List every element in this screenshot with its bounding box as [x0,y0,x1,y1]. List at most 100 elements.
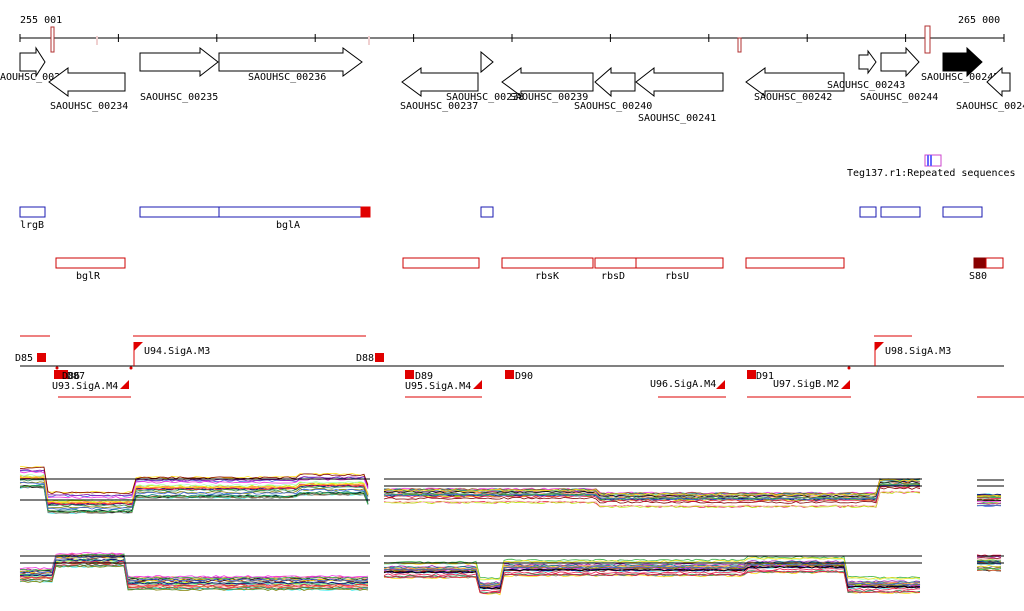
promoter-label[interactable]: D85 [15,353,33,364]
gene-label[interactable]: SAOUHSC_00243 [827,80,905,91]
repeat-feature[interactable]: Teg137.r1:Repeated sequences [847,154,1016,179]
gene-arrow[interactable] [19,46,46,78]
expression-line [976,560,1002,563]
promoter-marker[interactable] [375,353,384,362]
gene-label[interactable]: SAOUHSC_00239 [510,92,588,103]
feature-box[interactable] [880,206,921,218]
gene-label[interactable]: SAOUHSC_00234 [50,101,128,112]
gene-label[interactable]: SAOUHSC_00241 [638,113,716,124]
expression-line [976,502,1002,505]
feature-box[interactable] [859,206,877,218]
promoter-label[interactable]: U93.SigA.M4 [52,381,118,392]
feature-label[interactable]: lrgB [20,220,44,231]
expression-line [976,557,1002,561]
expression-line [976,496,1002,500]
gene-label[interactable]: SAOUHSC_00244 [860,92,938,103]
expression-line [19,481,369,510]
expression-line [19,560,369,587]
junction-dot [55,366,59,370]
promoter-marker[interactable] [37,353,46,362]
gene-label[interactable]: SAOUHSC_00235 [140,92,218,103]
feature-box[interactable] [19,206,46,218]
gene-label[interactable]: SAOUHSC_0024 [956,101,1024,112]
expression-line [383,480,921,498]
expression-line [19,552,369,578]
feature-label[interactable]: rbsD [601,271,625,282]
gene-arrow[interactable] [986,66,1011,98]
gene-arrow[interactable] [594,66,636,98]
promoter-label[interactable]: U98.SigA.M3 [885,346,951,357]
promoter-marker[interactable] [405,370,414,379]
gene-label[interactable]: SAOUHSC_00237 [400,101,478,112]
expression-line [19,477,369,506]
feature-label[interactable]: rbsU [665,271,689,282]
promoter-label[interactable]: D91 [756,371,774,382]
promoter-marker[interactable] [747,370,756,379]
expression-line [383,568,921,592]
promoter-flag [120,380,129,389]
promoter-flag [716,380,725,389]
expression-line [19,555,369,582]
expression-line [19,558,369,585]
gene-arrow[interactable] [480,50,494,74]
promoter-label[interactable]: U95.SigA.M4 [405,381,471,392]
promoter-label[interactable]: D90 [515,371,533,382]
feature-box[interactable] [985,257,1004,269]
feature-box[interactable] [480,206,494,218]
promoter-label[interactable]: U97.SigB.M2 [773,379,839,390]
gene-label[interactable]: SAOUHSC_00245 [921,72,999,83]
feature-box[interactable] [402,257,480,269]
feature-box[interactable] [594,257,637,269]
gene-arrow[interactable] [501,67,594,97]
blue-feature-track: lrgB bglA [19,206,983,231]
feature-box[interactable] [745,257,845,269]
promoter-marker[interactable] [505,370,514,379]
promoter-label[interactable]: D87 [67,371,85,382]
expression-line [20,485,369,513]
promoter-flag [841,380,850,389]
gene-arrow[interactable] [858,49,877,75]
feature-label[interactable]: S80 [969,271,987,282]
feature-box-filled[interactable] [973,257,987,269]
feature-box[interactable] [942,206,983,218]
gene-arrow[interactable] [218,47,363,77]
repeat-box[interactable] [924,154,942,167]
expression-line [976,496,1002,498]
repeat-label[interactable]: Teg137.r1:Repeated sequences [847,168,1016,179]
promoter-label[interactable]: D89 [415,371,433,382]
gene-label[interactable]: SAOUHSC_00238 [446,92,524,103]
promoter-marker[interactable] [54,370,68,379]
gene-arrow[interactable] [401,67,479,97]
ruler-marker [96,36,98,45]
expression-line [383,484,921,501]
gene-arrow[interactable] [880,46,920,78]
promoter-label[interactable]: U96.SigA.M4 [650,379,716,390]
promoter-label[interactable]: D88 [356,353,374,364]
red-feature-track: bglR rbsK rbsD rbsU S80 [55,257,1004,282]
promoter-label[interactable]: D86 [62,371,80,382]
ruler-start-label: 255 001 [20,15,62,26]
gene-arrow-highlighted[interactable] [942,46,983,78]
feature-box[interactable] [55,257,126,269]
gene-arrow[interactable] [139,46,219,78]
feature-box[interactable] [635,257,724,269]
junction-dot [847,366,851,370]
gene-arrow[interactable] [635,66,724,98]
gene-arrow[interactable] [745,67,845,97]
gene-label[interactable]: SAOUHSC_00240 [574,101,652,112]
feature-label[interactable]: bglA [276,220,300,231]
feature-box[interactable] [218,206,362,218]
gene-label[interactable]: SAOUHSC_00242 [754,92,832,103]
ruler: 255 001 265 000 [19,15,1005,54]
feature-label[interactable]: rbsK [535,271,559,282]
feature-box[interactable] [139,206,220,218]
promoter-flag [473,380,482,389]
gene-arrow[interactable] [48,67,126,97]
gene-label[interactable]: SAOUHSC_00236 [248,72,326,83]
feature-box[interactable] [501,257,594,269]
ruler-marker [50,26,55,53]
feature-label[interactable]: bglR [76,271,101,282]
gene-label[interactable]: AOUHSC_00238 [0,72,72,83]
promoter-label[interactable]: U94.SigA.M3 [144,346,210,357]
